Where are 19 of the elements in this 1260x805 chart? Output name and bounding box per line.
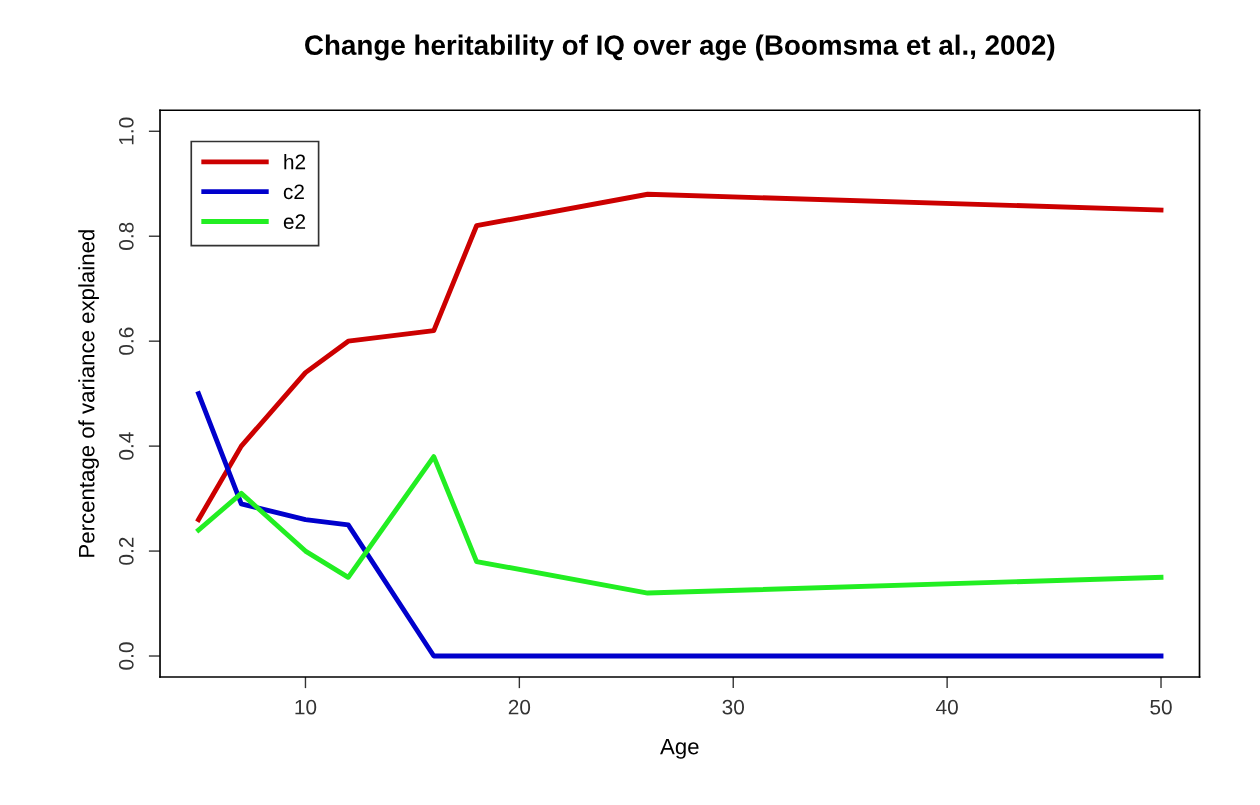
legend-label: c2 — [283, 184, 304, 200]
y-tick-label: 0.6 — [118, 327, 134, 355]
legend-label: e2 — [283, 214, 306, 230]
legend-label: h2 — [284, 154, 306, 170]
x-axis-title: Age — [660, 738, 699, 759]
line-series — [196, 391, 1164, 659]
x-tick-label: 30 — [722, 699, 745, 715]
y-axis-title: Percentage of variance explained — [78, 230, 99, 557]
y-tick-label: 0.8 — [118, 222, 134, 250]
y-tick-label: 0.0 — [118, 642, 134, 670]
x-tick-label: 20 — [508, 699, 531, 715]
chart-title: Change heritability of IQ over age (Boomsma et al., 2002) — [305, 34, 1055, 61]
x-tick-label: 40 — [936, 699, 958, 715]
line-series — [196, 454, 1164, 596]
x-tick-label: 50 — [1150, 699, 1172, 715]
x-tick-label: 10 — [295, 699, 317, 715]
y-tick-label: 1.0 — [118, 117, 134, 145]
y-tick-label: 0.4 — [118, 432, 134, 460]
y-tick-label: 0.2 — [118, 537, 134, 565]
